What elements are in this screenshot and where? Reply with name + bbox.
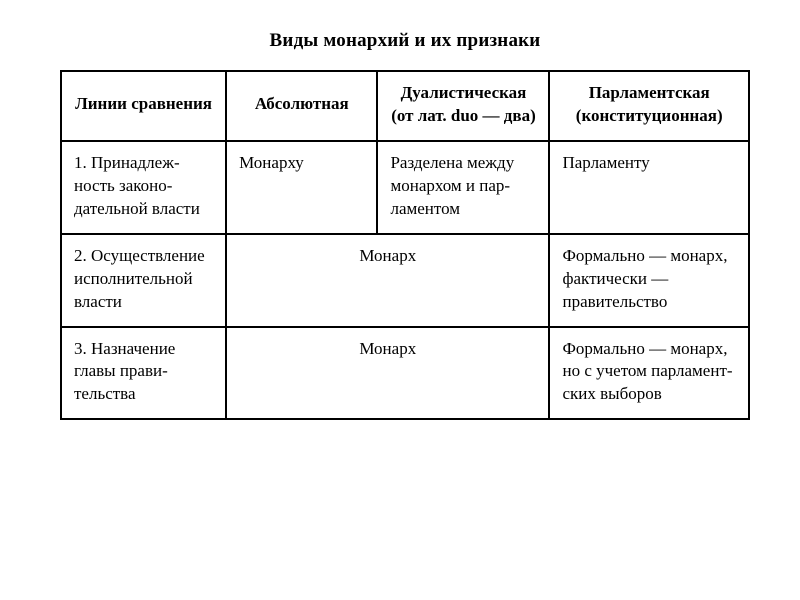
table-header-row: Линии сравнения Абсолютная Дуалистиче­ск…	[61, 71, 749, 141]
table-title: Виды монархий и их признаки	[60, 30, 750, 52]
cell-parliamentary: Парламенту	[549, 141, 749, 234]
table-row: 1. Принадлеж­ность законо­дательной влас…	[61, 141, 749, 234]
header-absolute: Абсолютная	[226, 71, 377, 141]
page: Виды монархий и их признаки Линии сравне…	[0, 0, 800, 450]
header-parliamentary: Парламентская (конституционная)	[549, 71, 749, 141]
cell-criterion: 2. Осуществ­ление испол­нительной власти	[61, 234, 226, 327]
cell-parliamentary: Формально — монарх, но с уче­том парламе…	[549, 327, 749, 420]
cell-merged-abs-dual: Монарх	[226, 327, 549, 420]
cell-dualistic: Разделена между мо­нархом и пар­ламентом	[377, 141, 549, 234]
cell-criterion: 1. Принадлеж­ность законо­дательной влас…	[61, 141, 226, 234]
cell-merged-abs-dual: Монарх	[226, 234, 549, 327]
table-row: 2. Осуществ­ление испол­нительной власти…	[61, 234, 749, 327]
monarchy-types-table: Линии сравнения Абсолютная Дуалистиче­ск…	[60, 70, 750, 420]
header-criteria: Линии сравнения	[61, 71, 226, 141]
header-dualistic: Дуалистиче­ская (от лат. duo — два)	[377, 71, 549, 141]
cell-parliamentary: Формально — монарх, фактиче­ски — правит…	[549, 234, 749, 327]
cell-criterion: 3. Назначение главы прави­тельства	[61, 327, 226, 420]
cell-absolute: Монарху	[226, 141, 377, 234]
table-row: 3. Назначение главы прави­тельства Монар…	[61, 327, 749, 420]
